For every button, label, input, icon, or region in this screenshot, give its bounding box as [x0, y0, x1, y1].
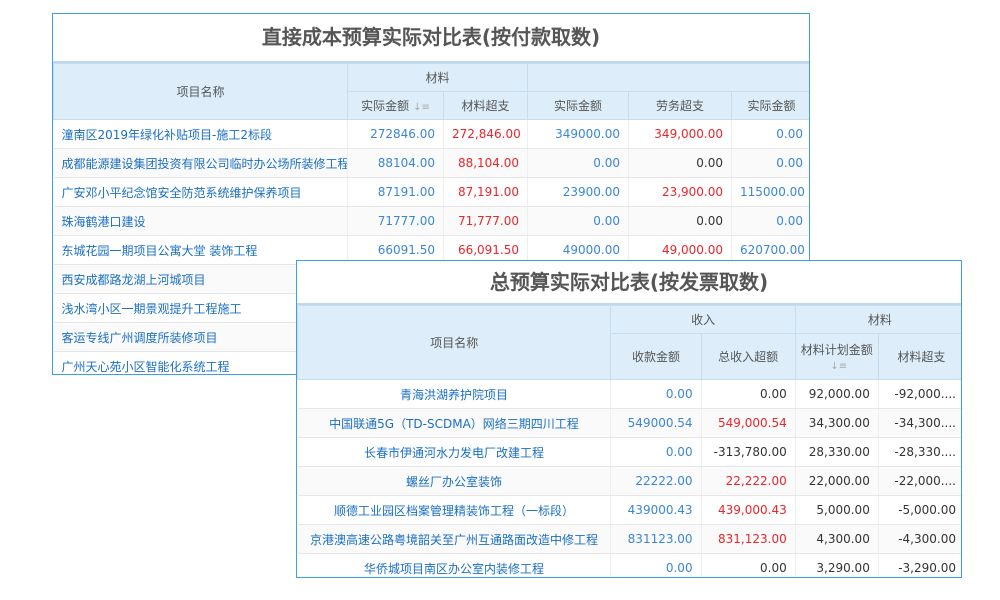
cell-c1: 549000.54: [610, 408, 702, 438]
cell-c2: 87,191.00: [443, 177, 529, 207]
sort-descending-icon[interactable]: ↓≡: [413, 102, 430, 113]
project-name-link[interactable]: 中国联通5G（TD-SCDMA）网络三期四川工程: [297, 408, 612, 438]
cell-c5: 0.00: [731, 119, 809, 149]
cell-c3: 22,000.00: [795, 466, 879, 496]
header-project-name: 项目名称: [297, 305, 612, 380]
table-row[interactable]: 顺德工业园区档案管理精装饰工程（一标段） 439000.43 439,000.43 5…: [297, 495, 961, 525]
table-title: 总预算实际对比表(按发票取数): [297, 261, 961, 305]
project-name-link[interactable]: 螺丝厂办公室装饰: [297, 466, 612, 496]
header-income-excess[interactable]: 总收入超额: [700, 333, 796, 380]
cell-c2: 439,000.43: [701, 495, 796, 525]
cell-c3: 0.00: [527, 148, 630, 178]
cell-c5: 0.00: [731, 148, 809, 178]
direct-cost-table-card: 直接成本预算实际对比表(按付款取数) 项目名称 材料 实际金额 ↓≡ 材料超支 实…: [52, 13, 810, 375]
table-row[interactable]: 珠海鹤港口建设 71777.00 71,777.00 0.00 0.00 0.00: [53, 206, 809, 236]
cell-c5: 115000.00: [731, 177, 809, 207]
project-name-link[interactable]: 珠海鹤港口建设: [53, 206, 348, 236]
cell-c1: 831123.00: [610, 524, 702, 554]
header-group-labor: [527, 63, 809, 92]
table-row[interactable]: 螺丝厂办公室装饰 22222.00 22,222.00 22,000.00 -22,00…: [297, 466, 961, 496]
cell-c1: 0.00: [610, 437, 702, 467]
cell-c5: 0.00: [731, 206, 809, 236]
header-received-amount[interactable]: 收款金额: [610, 333, 702, 380]
cell-c1: 0.00: [610, 379, 702, 409]
cell-c1: 87191.00: [347, 177, 444, 207]
cell-c1: 272846.00: [347, 119, 444, 149]
project-name-link[interactable]: 顺德工业园区档案管理精装饰工程（一标段）: [297, 495, 612, 525]
cell-c2: 22,222.00: [701, 466, 796, 496]
table-row[interactable]: 青海洪湖养护院项目 0.00 0.00 92,000.00 -92,000....: [297, 379, 961, 409]
header-material-overrun[interactable]: 材料超支: [877, 333, 961, 380]
cell-c2: 272,846.00: [443, 119, 529, 149]
project-name-link[interactable]: 华侨城项目南区办公室内装修工程: [297, 553, 612, 577]
header-material-overrun[interactable]: 材料超支: [442, 91, 529, 120]
header-actual-amount-2[interactable]: 实际金额: [527, 91, 630, 120]
cell-c2: 0.00: [701, 553, 796, 577]
direct-cost-table: 项目名称 材料 实际金额 ↓≡ 材料超支 实际金额 劳务超支 实际金额 潼南区20…: [53, 63, 809, 374]
cell-c3: 0.00: [527, 206, 630, 236]
cell-c3: 23900.00: [527, 177, 630, 207]
table-row[interactable]: 华侨城项目南区办公室内装修工程 0.00 0.00 3,290.00 -3,290.00: [297, 553, 961, 577]
cell-c2: 549,000.54: [701, 408, 796, 438]
project-name-link[interactable]: 广州天心苑小区智能化系统工程: [53, 351, 348, 374]
cell-c4: -3,290.00: [878, 553, 961, 577]
cell-c4: 23,900.00: [628, 177, 733, 207]
header-group-material: 材料: [346, 63, 529, 92]
total-budget-table-card: 总预算实际对比表(按发票取数) 项目名称 收入 材料 收款金额 总收入超额 材料…: [296, 260, 962, 578]
cell-c1: 22222.00: [610, 466, 702, 496]
project-name-link[interactable]: 潼南区2019年绿化补贴项目-施工2标段: [53, 119, 348, 149]
cell-c2: 831,123.00: [701, 524, 796, 554]
cell-c2: 88,104.00: [443, 148, 529, 178]
cell-c4: 0.00: [628, 206, 733, 236]
cell-c4: -5,000.00: [878, 495, 961, 525]
total-budget-table: 项目名称 收入 材料 收款金额 总收入超额 材料计划金额↓≡ 材料超支 青海洪湖…: [297, 305, 961, 577]
header-actual-amount[interactable]: 实际金额 ↓≡: [347, 91, 444, 120]
table-row[interactable]: 广安邓小平纪念馆安全防范系统维护保养项目 87191.00 87,191.00 239…: [53, 177, 809, 207]
project-name-link[interactable]: 成都能源建设集团投资有限公司临时办公场所装修工程: [53, 148, 348, 178]
cell-c3: 4,300.00: [795, 524, 879, 554]
table-row[interactable]: 潼南区2019年绿化补贴项目-施工2标段 272846.00 272,846.00 3…: [53, 119, 809, 149]
cell-c2: -313,780.00: [701, 437, 796, 467]
cell-c4: -22,000....: [878, 466, 961, 496]
table-row[interactable]: 京港澳高速公路粤境韶关至广州互通路面改造中修工程 831123.00 831,123…: [297, 524, 961, 554]
cell-c2: 0.00: [701, 379, 796, 409]
cell-c1: 0.00: [610, 553, 702, 577]
cell-c3: 5,000.00: [795, 495, 879, 525]
table-row[interactable]: 长春市伊通河水力发电厂改建工程 0.00 -313,780.00 28,330.00-…: [297, 437, 961, 467]
table-title: 直接成本预算实际对比表(按付款取数): [53, 14, 809, 63]
cell-c4: 0.00: [628, 148, 733, 178]
cell-c3: 92,000.00: [795, 379, 879, 409]
header-actual-amount-3[interactable]: 实际金额: [731, 91, 809, 120]
project-name-link[interactable]: 长春市伊通河水力发电厂改建工程: [297, 437, 612, 467]
header-project-name: 项目名称: [53, 63, 348, 120]
table-row[interactable]: 中国联通5G（TD-SCDMA）网络三期四川工程 549000.54 549,000…: [297, 408, 961, 438]
cell-c2: 71,777.00: [443, 206, 529, 236]
project-name-link[interactable]: 广安邓小平纪念馆安全防范系统维护保养项目: [53, 177, 348, 207]
sort-descending-icon[interactable]: ↓≡: [830, 361, 848, 372]
project-name-link[interactable]: 青海洪湖养护院项目: [297, 379, 612, 409]
header-material-plan-amount[interactable]: 材料计划金额↓≡: [794, 333, 879, 380]
cell-c3: 28,330.00: [795, 437, 879, 467]
cell-c1: 71777.00: [347, 206, 444, 236]
cell-c4: -28,330....: [878, 437, 961, 467]
cell-c3: 3,290.00: [795, 553, 879, 577]
cell-c4: -34,300....: [878, 408, 961, 438]
header-group-income: 收入: [610, 305, 796, 334]
header-group-material: 材料: [794, 305, 961, 334]
cell-c3: 34,300.00: [795, 408, 879, 438]
project-name-link[interactable]: 京港澳高速公路粤境韶关至广州互通路面改造中修工程: [297, 524, 612, 554]
cell-c1: 439000.43: [610, 495, 702, 525]
cell-c4: -92,000....: [878, 379, 961, 409]
cell-c1: 88104.00: [347, 148, 444, 178]
table-row[interactable]: 成都能源建设集团投资有限公司临时办公场所装修工程 88104.00 88,104.0…: [53, 148, 809, 178]
cell-c4: 349,000.00: [628, 119, 733, 149]
cell-c3: 349000.00: [527, 119, 630, 149]
header-labor-overrun[interactable]: 劳务超支: [628, 91, 733, 120]
cell-c4: -4,300.00: [878, 524, 961, 554]
